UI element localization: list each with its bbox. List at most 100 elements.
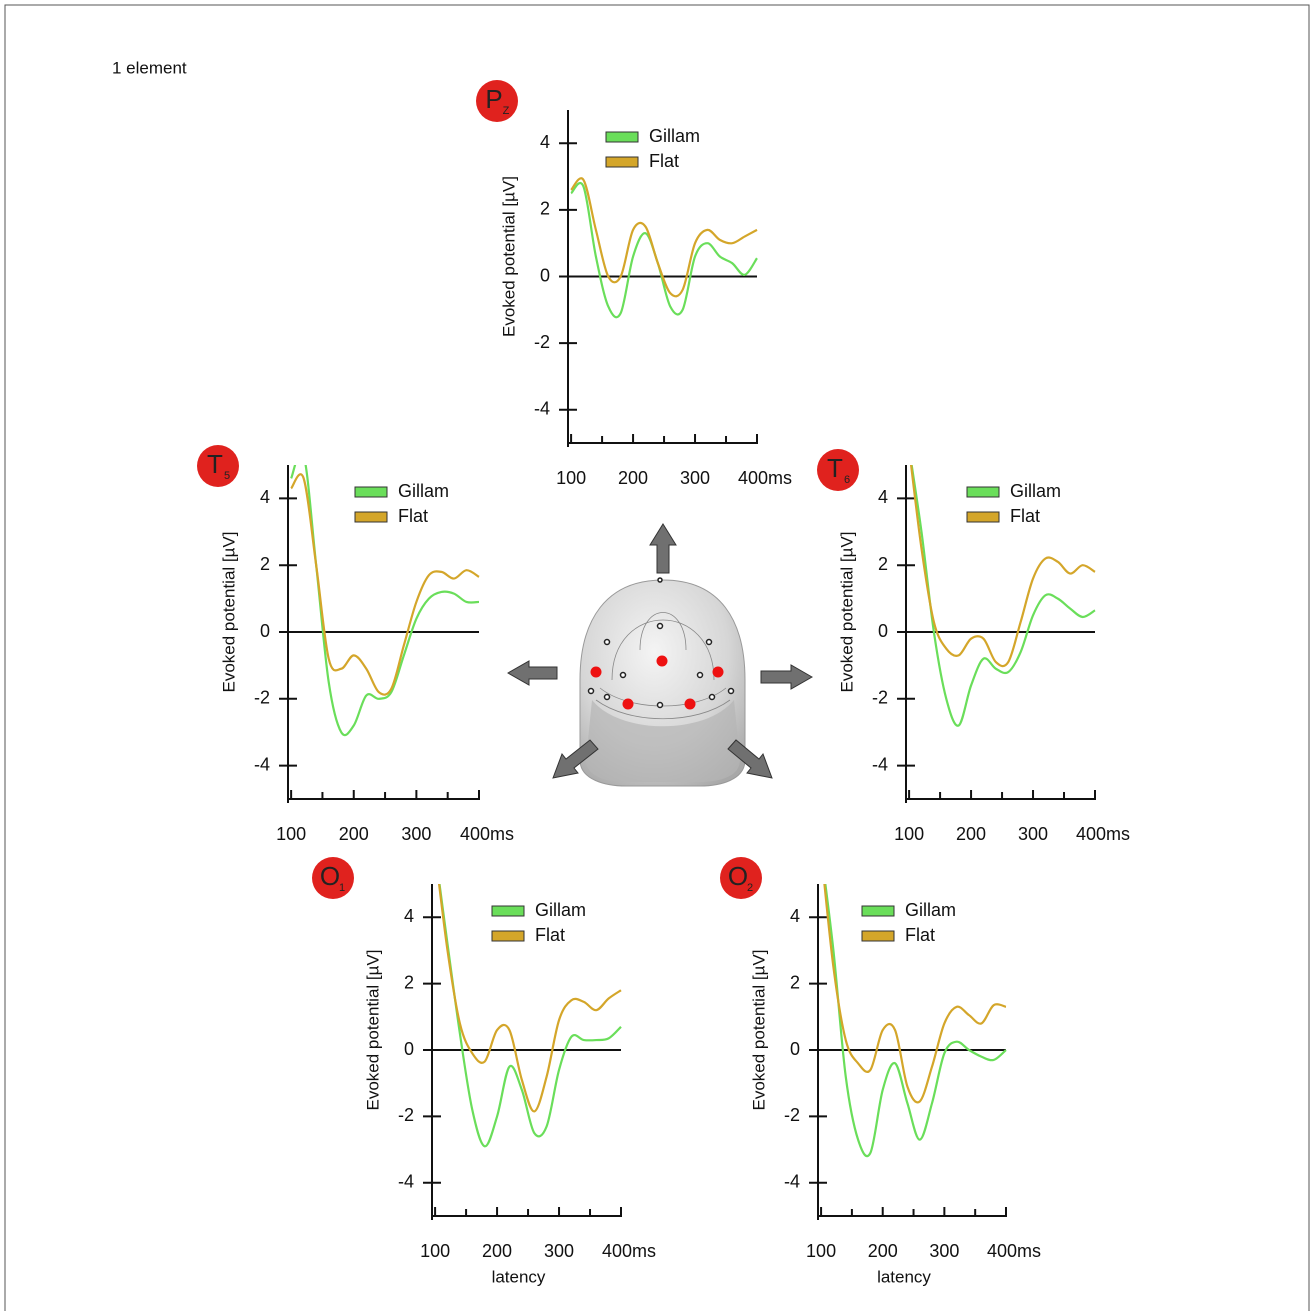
chart-panel: T 5 -4 -2 0 2 4 100 200 300 400ms Evoked potential …: [197, 445, 514, 844]
legend-swatch: [966, 486, 1000, 498]
y-axis-label: Evoked potential [µV]: [499, 176, 518, 337]
x-tick-label: 400ms: [602, 1241, 656, 1261]
electrode-letter: T: [207, 449, 223, 479]
legend-label: Flat: [649, 151, 679, 171]
y-tick-label: -2: [254, 688, 270, 708]
y-axis-label: Evoked potential [µV]: [363, 949, 382, 1110]
x-tick-label: 200: [339, 824, 369, 844]
series-line: [910, 465, 1096, 727]
x-tick-label: 400ms: [987, 1241, 1041, 1261]
series-line: [570, 181, 758, 319]
legend-label: Gillam: [398, 481, 449, 501]
electrodes: [587, 577, 735, 709]
y-axis-label: Evoked potential [µV]: [219, 531, 238, 692]
x-tick-label: 100: [806, 1241, 836, 1261]
y-tick-label: 4: [260, 487, 270, 507]
x-tick-label: 300: [929, 1241, 959, 1261]
legend-label: Flat: [1010, 506, 1040, 526]
x-tick-label: 400ms: [1076, 824, 1130, 844]
y-tick-label: -4: [534, 398, 550, 418]
chart-panel: P Z -4 -2 0 2 4 100 200 300 400ms Evoked potential …: [476, 80, 792, 488]
legend-swatch: [354, 511, 388, 523]
x-tick-label: 200: [482, 1241, 512, 1261]
y-tick-label: 0: [540, 265, 550, 285]
x-tick-label: 200: [618, 468, 648, 488]
legend-swatch: [605, 131, 639, 143]
caption: 1 element: [112, 58, 187, 77]
chart-panel: O1 -4 -2 0 2 4 100 200 300 400ms Evoked potential …: [312, 857, 656, 1286]
x-tick-label: 100: [420, 1241, 450, 1261]
legend-swatch: [354, 486, 388, 498]
y-tick-label: -4: [784, 1172, 800, 1192]
electrode-letter: O: [320, 861, 340, 891]
series-line: [824, 884, 1007, 1158]
electrode-letter: P: [485, 84, 502, 114]
legend-swatch: [491, 905, 525, 917]
y-tick-label: 4: [540, 132, 550, 152]
legend-label: Gillam: [649, 126, 700, 146]
x-tick-label: 300: [401, 824, 431, 844]
electrode-index: Z: [503, 105, 510, 117]
y-tick-label: 0: [878, 621, 888, 641]
x-axis-label: latency: [877, 1267, 931, 1286]
series-line: [570, 177, 758, 298]
y-tick-label: -2: [784, 1105, 800, 1125]
series-line: [823, 884, 1007, 1104]
y-tick-label: 2: [878, 554, 888, 574]
x-tick-label: 300: [544, 1241, 574, 1261]
electrode-letter: T: [827, 453, 843, 483]
legend-label: Gillam: [905, 900, 956, 920]
legend-swatch: [605, 156, 639, 168]
y-axis-label: Evoked potential [µV]: [837, 531, 856, 692]
series-line: [438, 884, 622, 1148]
legend-swatch: [861, 905, 895, 917]
series-line: [290, 473, 480, 696]
electrode-index: 2: [747, 882, 753, 894]
electrode-badge: [720, 857, 762, 899]
y-tick-label: 2: [260, 554, 270, 574]
y-tick-label: 2: [540, 199, 550, 219]
legend-swatch: [491, 930, 525, 942]
y-tick-label: -4: [254, 754, 270, 774]
legend-label: Gillam: [535, 900, 586, 920]
y-tick-label: -2: [398, 1105, 414, 1125]
x-tick-label: 200: [956, 824, 986, 844]
electrode-badge: [476, 80, 518, 122]
y-tick-label: 4: [404, 906, 414, 926]
x-tick-label: 100: [276, 824, 306, 844]
x-axis-label: latency: [492, 1267, 546, 1286]
electrode-index: 6: [844, 474, 850, 486]
y-tick-label: 2: [404, 972, 414, 992]
chart-panel: T 6 -4 -2 0 2 4 100 200 300 400ms Evoked potential …: [817, 449, 1130, 844]
y-tick-label: -4: [872, 754, 888, 774]
legend-swatch: [861, 930, 895, 942]
neck-shade: [586, 700, 740, 782]
y-tick-label: -4: [398, 1172, 414, 1192]
y-tick-label: 0: [260, 621, 270, 641]
selected-electrodes: [590, 655, 724, 710]
frame: [4, 4, 1310, 1311]
electrode-index: 1: [339, 882, 345, 894]
electrode-index: 5: [224, 470, 230, 482]
x-tick-label: 100: [894, 824, 924, 844]
y-tick-label: 0: [404, 1039, 414, 1059]
x-tick-label: 200: [868, 1241, 898, 1261]
x-tick-label: 400ms: [738, 468, 792, 488]
legend-label: Flat: [905, 925, 935, 945]
y-tick-label: 0: [790, 1039, 800, 1059]
y-tick-label: -2: [872, 688, 888, 708]
y-tick-label: 2: [790, 972, 800, 992]
legend-label: Flat: [398, 506, 428, 526]
x-tick-label: 300: [1018, 824, 1048, 844]
legend-label: Flat: [535, 925, 565, 945]
series-line: [909, 465, 1096, 668]
x-tick-label: 300: [680, 468, 710, 488]
y-axis-label: Evoked potential [µV]: [749, 949, 768, 1110]
electrode-letter: O: [728, 861, 748, 891]
electrode-badge: [817, 449, 859, 491]
electrode-badge: [312, 857, 354, 899]
x-tick-label: 400ms: [460, 824, 514, 844]
arrows: [506, 523, 814, 779]
